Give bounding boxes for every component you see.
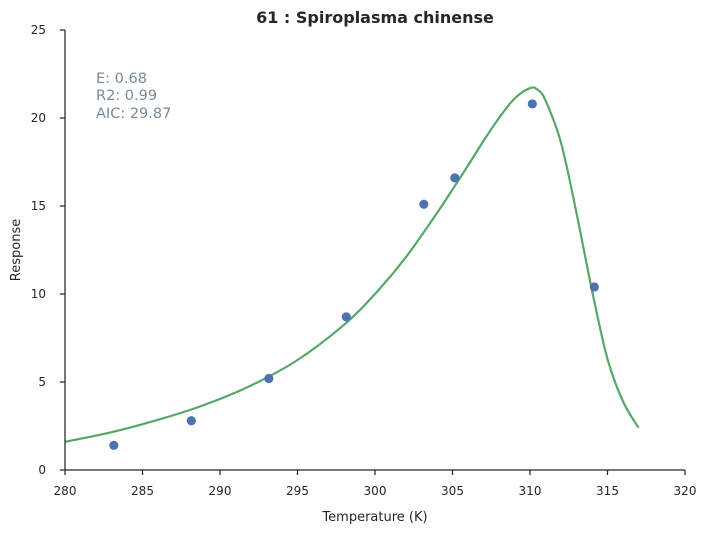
y-tick-label: 0 bbox=[38, 463, 46, 477]
x-tick-label: 315 bbox=[596, 484, 619, 498]
y-ticks: 0 5 10 15 20 25 bbox=[31, 23, 65, 477]
fit-curve bbox=[64, 86, 640, 443]
x-tick-label: 320 bbox=[674, 484, 697, 498]
axes: 280 285 290 295 300 305 310 315 320 0 5 10 15 20 25 bbox=[31, 23, 697, 498]
x-tick-label: 310 bbox=[519, 484, 542, 498]
data-point bbox=[109, 440, 119, 450]
x-tick-label: 305 bbox=[441, 484, 464, 498]
data-point bbox=[527, 99, 537, 109]
x-tick-label: 280 bbox=[54, 484, 77, 498]
data-point bbox=[589, 282, 599, 292]
annotation-e: E: 0.68 bbox=[96, 71, 147, 87]
y-tick-label: 15 bbox=[31, 199, 46, 213]
y-tick-label: 20 bbox=[31, 111, 46, 125]
x-tick-label: 295 bbox=[286, 484, 309, 498]
y-axis-label: Response bbox=[9, 219, 24, 281]
fit-statistics: E: 0.68 R2: 0.99 AIC: 29.87 bbox=[96, 71, 171, 122]
x-tick-label: 300 bbox=[364, 484, 387, 498]
y-tick-label: 5 bbox=[38, 375, 46, 389]
chart-title: 61 : Spiroplasma chinense bbox=[256, 8, 494, 27]
x-ticks: 280 285 290 295 300 305 310 315 320 bbox=[54, 470, 697, 498]
data-point bbox=[341, 312, 351, 322]
annotation-aic: AIC: 29.87 bbox=[96, 106, 171, 122]
data-point bbox=[264, 373, 274, 384]
data-point bbox=[419, 199, 429, 209]
annotation-r2: R2: 0.99 bbox=[96, 88, 157, 104]
x-tick-label: 285 bbox=[131, 484, 154, 498]
y-tick-label: 25 bbox=[31, 23, 46, 37]
data-point bbox=[186, 416, 196, 426]
x-axis-label: Temperature (K) bbox=[321, 510, 427, 525]
data-points-layer bbox=[109, 99, 599, 450]
y-tick-label: 10 bbox=[31, 287, 46, 301]
fit-curve-layer bbox=[64, 86, 640, 443]
x-tick-label: 290 bbox=[209, 484, 232, 498]
data-point bbox=[450, 173, 460, 183]
